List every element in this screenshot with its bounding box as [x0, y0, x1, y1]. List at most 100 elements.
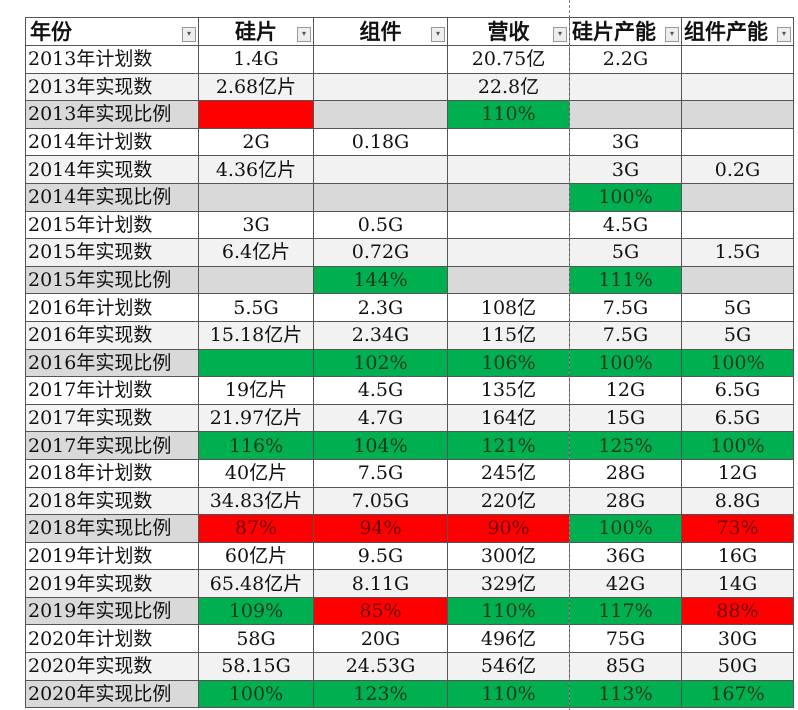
cell-wafer[interactable]: 109% — [198, 596, 314, 626]
row-label-cell[interactable]: 2017年实现比例 — [25, 431, 199, 460]
column-header-revenue[interactable]: 营收 ▾ — [447, 17, 570, 46]
cell-wafer-capacity[interactable]: 117% — [569, 596, 682, 626]
cell-revenue[interactable]: 135亿 — [447, 376, 570, 405]
row-label-cell[interactable]: 2016年实现数 — [25, 320, 199, 350]
cell-module[interactable] — [313, 72, 448, 102]
cell-module-capacity[interactable]: 12G — [681, 458, 794, 488]
cell-module[interactable]: 7.5G — [313, 458, 448, 488]
row-label-cell[interactable]: 2020年实现数 — [25, 652, 199, 681]
cell-revenue[interactable] — [447, 182, 570, 212]
row-label-cell[interactable]: 2015年计划数 — [25, 210, 199, 240]
cell-revenue[interactable]: 115亿 — [447, 320, 570, 350]
cell-revenue[interactable]: 300亿 — [447, 541, 570, 571]
cell-wafer[interactable]: 2G — [198, 127, 314, 157]
cell-wafer[interactable]: 60亿片 — [198, 541, 314, 571]
cell-module-capacity[interactable]: 73% — [681, 514, 794, 543]
cell-revenue[interactable]: 164亿 — [447, 403, 570, 433]
cell-module[interactable] — [313, 45, 448, 74]
cell-wafer[interactable]: 6.4亿片 — [198, 238, 314, 267]
cell-wafer-capacity[interactable]: 2.2G — [569, 45, 682, 74]
cell-wafer[interactable]: 1.4G — [198, 45, 314, 74]
cell-revenue[interactable] — [447, 127, 570, 157]
cell-module[interactable]: 102% — [313, 348, 448, 378]
cell-wafer[interactable] — [198, 100, 314, 129]
cell-module[interactable]: 0.18G — [313, 127, 448, 157]
column-header-module[interactable]: 组件 ▾ — [313, 17, 448, 46]
cell-revenue[interactable] — [447, 238, 570, 267]
row-label-cell[interactable]: 2014年实现数 — [25, 155, 199, 184]
row-label-cell[interactable]: 2015年实现数 — [25, 238, 199, 267]
row-label-cell[interactable]: 2014年计划数 — [25, 127, 199, 157]
cell-wafer[interactable]: 65.48亿片 — [198, 569, 314, 598]
cell-wafer-capacity[interactable]: 113% — [569, 679, 682, 709]
cell-wafer-capacity[interactable]: 3G — [569, 127, 682, 157]
row-label-cell[interactable]: 2018年实现比例 — [25, 514, 199, 543]
row-label-cell[interactable]: 2016年实现比例 — [25, 348, 199, 378]
cell-module[interactable]: 7.05G — [313, 486, 448, 516]
cell-wafer[interactable] — [198, 348, 314, 378]
cell-wafer-capacity[interactable]: 7.5G — [569, 320, 682, 350]
cell-wafer[interactable]: 21.97亿片 — [198, 403, 314, 433]
cell-module-capacity[interactable]: 5G — [681, 293, 794, 322]
cell-wafer[interactable]: 116% — [198, 431, 314, 460]
cell-module-capacity[interactable]: 16G — [681, 541, 794, 571]
cell-revenue[interactable]: 121% — [447, 431, 570, 460]
cell-module-capacity[interactable]: 100% — [681, 431, 794, 460]
cell-module[interactable]: 0.72G — [313, 238, 448, 267]
cell-wafer-capacity[interactable] — [569, 72, 682, 102]
cell-module-capacity[interactable] — [681, 210, 794, 240]
cell-module[interactable] — [313, 100, 448, 129]
row-label-cell[interactable]: 2013年计划数 — [25, 45, 199, 74]
cell-revenue[interactable]: 220亿 — [447, 486, 570, 516]
row-label-cell[interactable]: 2017年实现数 — [25, 403, 199, 433]
cell-revenue[interactable] — [447, 155, 570, 184]
cell-module-capacity[interactable]: 1.5G — [681, 238, 794, 267]
cell-wafer-capacity[interactable] — [569, 100, 682, 129]
cell-module-capacity[interactable] — [681, 182, 794, 212]
cell-module[interactable]: 24.53G — [313, 652, 448, 681]
cell-module[interactable]: 104% — [313, 431, 448, 460]
filter-dropdown-icon[interactable]: ▾ — [665, 27, 679, 42]
cell-module[interactable]: 9.5G — [313, 541, 448, 571]
cell-revenue[interactable]: 110% — [447, 679, 570, 709]
cell-wafer-capacity[interactable]: 15G — [569, 403, 682, 433]
cell-module[interactable]: 2.34G — [313, 320, 448, 350]
row-label-cell[interactable]: 2019年实现数 — [25, 569, 199, 598]
cell-wafer-capacity[interactable]: 100% — [569, 514, 682, 543]
cell-module[interactable]: 123% — [313, 679, 448, 709]
cell-wafer[interactable]: 3G — [198, 210, 314, 240]
cell-revenue[interactable]: 20.75亿 — [447, 45, 570, 74]
cell-wafer-capacity[interactable]: 100% — [569, 348, 682, 378]
cell-revenue[interactable]: 110% — [447, 596, 570, 626]
row-label-cell[interactable]: 2017年计划数 — [25, 376, 199, 405]
column-header-wafer-capacity[interactable]: 硅片产能 ▾ — [569, 17, 682, 46]
row-label-cell[interactable]: 2016年计划数 — [25, 293, 199, 322]
cell-wafer-capacity[interactable]: 28G — [569, 486, 682, 516]
cell-module[interactable]: 144% — [313, 265, 448, 295]
filter-dropdown-icon[interactable]: ▾ — [777, 27, 791, 42]
cell-wafer[interactable]: 19亿片 — [198, 376, 314, 405]
cell-wafer-capacity[interactable]: 5G — [569, 238, 682, 267]
cell-module[interactable]: 8.11G — [313, 569, 448, 598]
cell-module-capacity[interactable]: 167% — [681, 679, 794, 709]
cell-revenue[interactable]: 90% — [447, 514, 570, 543]
cell-revenue[interactable]: 546亿 — [447, 652, 570, 681]
filter-dropdown-icon[interactable]: ▾ — [431, 27, 445, 42]
cell-wafer[interactable]: 100% — [198, 679, 314, 709]
column-header-year[interactable]: 年份 ▾ — [25, 17, 199, 46]
cell-module[interactable]: 4.7G — [313, 403, 448, 433]
cell-wafer[interactable]: 87% — [198, 514, 314, 543]
row-label-cell[interactable]: 2019年计划数 — [25, 541, 199, 571]
cell-revenue[interactable]: 106% — [447, 348, 570, 378]
cell-wafer-capacity[interactable]: 42G — [569, 569, 682, 598]
cell-wafer-capacity[interactable]: 125% — [569, 431, 682, 460]
cell-wafer[interactable]: 5.5G — [198, 293, 314, 322]
cell-wafer-capacity[interactable]: 12G — [569, 376, 682, 405]
cell-revenue[interactable]: 110% — [447, 100, 570, 129]
cell-wafer[interactable]: 34.83亿片 — [198, 486, 314, 516]
cell-module-capacity[interactable]: 30G — [681, 624, 794, 654]
cell-revenue[interactable]: 108亿 — [447, 293, 570, 322]
row-label-cell[interactable]: 2018年实现数 — [25, 486, 199, 516]
cell-wafer[interactable]: 2.68亿片 — [198, 72, 314, 102]
cell-wafer-capacity[interactable]: 7.5G — [569, 293, 682, 322]
